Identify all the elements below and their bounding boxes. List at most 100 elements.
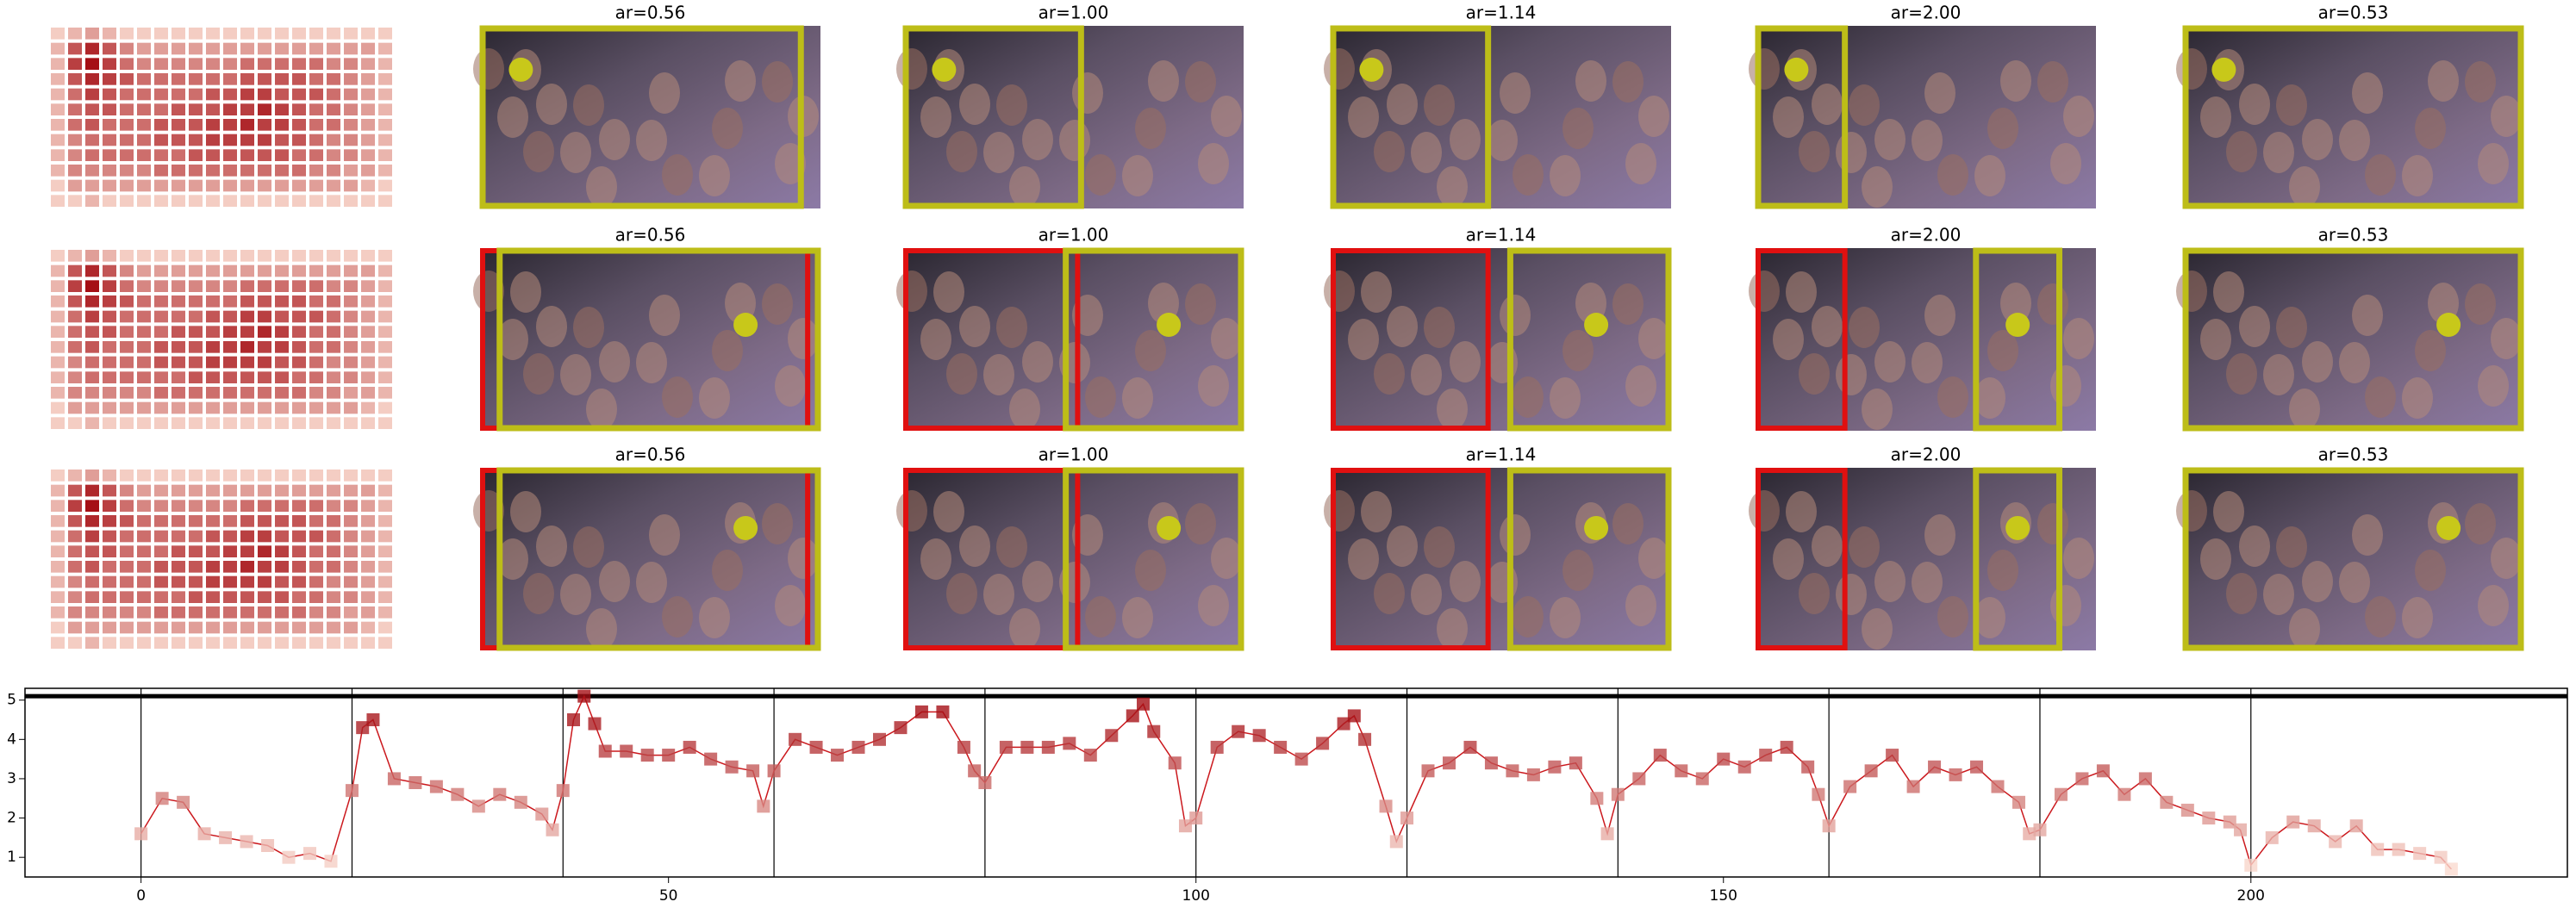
point-marker xyxy=(1822,819,1836,833)
heatmap-cell xyxy=(361,310,375,323)
heatmap-cell xyxy=(258,621,271,634)
heatmap-cell xyxy=(309,515,323,527)
heatmap-cell xyxy=(137,195,151,207)
photo-face xyxy=(725,60,756,102)
photo-face xyxy=(1211,96,1242,137)
heatmap-cell xyxy=(275,295,289,308)
heatmap-cell xyxy=(378,561,392,573)
heatmap-cell xyxy=(240,637,254,649)
heatmap-cell xyxy=(223,295,237,308)
heatmap-cell xyxy=(378,58,392,70)
heatmap-cell xyxy=(103,42,116,55)
heatmap-cell xyxy=(68,575,82,588)
heatmap-cell xyxy=(51,500,65,512)
heatmap-cell xyxy=(154,149,168,161)
heatmap-cell xyxy=(172,484,185,497)
point-marker xyxy=(2096,764,2110,778)
heatmap-cell xyxy=(120,280,134,292)
photo-face xyxy=(1849,84,1880,126)
heatmap-cell xyxy=(327,621,340,634)
heatmap-cell xyxy=(154,575,168,588)
heatmap-cell xyxy=(85,58,99,70)
heatmap-cell xyxy=(154,515,168,527)
heatmap-cell xyxy=(172,575,185,588)
heatmap-cell xyxy=(85,264,99,277)
point-marker xyxy=(535,807,549,821)
heatmap-cell xyxy=(51,356,65,369)
heatmap-cell xyxy=(309,28,323,40)
yellow-box xyxy=(1506,247,1672,432)
photo-face xyxy=(712,330,743,371)
point-marker xyxy=(2223,815,2236,829)
point-marker xyxy=(1020,740,1034,754)
y-tick-label: 3 xyxy=(7,770,16,787)
point-marker xyxy=(324,855,338,868)
photo-face xyxy=(1773,319,1804,360)
gaze-dot xyxy=(1784,57,1809,82)
point-marker xyxy=(1137,697,1151,711)
point-marker xyxy=(471,799,485,813)
heatmap-cell xyxy=(189,484,203,497)
gaze-dot xyxy=(508,57,533,82)
yellow-box xyxy=(1973,247,2063,432)
heatmap-cell xyxy=(275,165,289,177)
point-marker xyxy=(1864,764,1878,778)
photo-face xyxy=(1849,526,1880,568)
gaze-dot xyxy=(2436,313,2461,338)
heatmap-cell xyxy=(309,637,323,649)
heatmap-cell xyxy=(275,73,289,85)
photo-face xyxy=(2402,155,2433,196)
heatmap-cell xyxy=(154,326,168,338)
heatmap-cell xyxy=(51,530,65,543)
heatmap-cell xyxy=(206,165,220,177)
panel-title: ar=0.53 xyxy=(2318,3,2389,23)
heatmap-cell xyxy=(172,387,185,399)
heatmap-cell xyxy=(223,134,237,146)
photo-face xyxy=(920,96,951,138)
heatmap-cell xyxy=(103,637,116,649)
panel-title: ar=0.56 xyxy=(615,445,686,465)
point-marker xyxy=(831,749,845,762)
heatmap-cell xyxy=(85,295,99,308)
photo-face xyxy=(788,538,819,579)
heatmap-cell xyxy=(309,134,323,146)
photo-face xyxy=(599,119,630,160)
heatmap-cell xyxy=(344,195,358,207)
point-marker xyxy=(789,732,802,746)
heatmap-cell xyxy=(309,591,323,603)
heatmap-cell xyxy=(68,195,82,207)
point-marker xyxy=(1147,725,1161,738)
heatmap-cell xyxy=(327,264,340,277)
photo-face xyxy=(2365,596,2396,637)
heatmap-cell xyxy=(103,280,116,292)
heatmap-cell xyxy=(51,401,65,414)
heatmap-cell xyxy=(361,165,375,177)
heatmap-cell xyxy=(68,470,82,482)
point-marker xyxy=(2371,843,2385,856)
heatmap-cell xyxy=(240,165,254,177)
heatmap-cell xyxy=(275,310,289,323)
panel-title: ar=1.14 xyxy=(1466,225,1537,246)
heatmap-cell xyxy=(103,119,116,131)
photo-face xyxy=(2402,377,2433,419)
photo-face xyxy=(1085,376,1116,418)
heatmap-cell xyxy=(137,484,151,497)
heatmap-cell xyxy=(327,515,340,527)
heatmap-cell xyxy=(51,134,65,146)
heatmap-cell xyxy=(68,88,82,101)
panel-title: ar=2.00 xyxy=(1891,445,1962,465)
heatmap-cell xyxy=(223,621,237,634)
heatmap-cell xyxy=(172,28,185,40)
photo-face xyxy=(2478,585,2509,626)
point-marker xyxy=(872,732,886,746)
point-marker xyxy=(1717,752,1731,766)
point-marker xyxy=(809,740,823,754)
point-marker xyxy=(1347,709,1361,723)
photo-face xyxy=(1185,503,1216,544)
heatmap-cell xyxy=(103,88,116,101)
heatmap-cell xyxy=(103,356,116,369)
heatmap-cell xyxy=(275,280,289,292)
heatmap-cell xyxy=(275,515,289,527)
photo-face xyxy=(586,389,617,430)
photo-face xyxy=(1424,526,1455,568)
